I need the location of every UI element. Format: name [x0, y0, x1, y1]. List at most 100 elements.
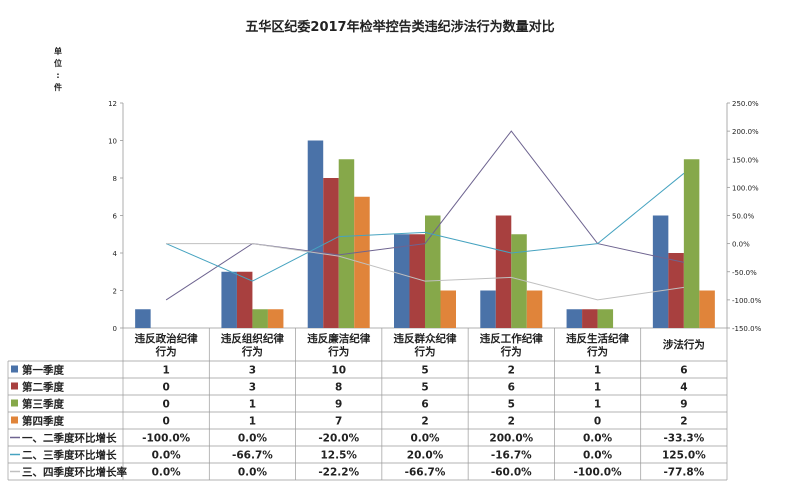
legend-entry: 三、四季度环比增长率	[22, 466, 127, 479]
data-table-cell: 5	[421, 365, 428, 377]
y-tick-label: 6	[113, 213, 118, 221]
legend-entry: 第三季度	[22, 398, 64, 411]
legend-key-第一季度	[11, 365, 18, 373]
category-label: 行为	[586, 345, 608, 358]
data-table-cell: 3	[249, 365, 256, 377]
y2-tick-label: -50.0%	[732, 269, 757, 277]
data-table-cell: 10	[331, 365, 346, 377]
category-label: 行为	[155, 345, 177, 358]
bar-第三季度	[511, 234, 527, 328]
y2-tick-label: 250.0%	[732, 100, 759, 108]
data-table-cell: 1	[162, 365, 169, 377]
y2-tick-label: 100.0%	[732, 184, 759, 192]
y-tick-label: 2	[113, 288, 117, 296]
category-label: 违反生活纪律	[566, 332, 629, 345]
data-table-cell: 8	[335, 382, 342, 394]
data-table-cell: 6	[680, 365, 687, 377]
bar-第二季度	[582, 309, 598, 328]
data-table-cell: 1	[594, 399, 601, 411]
y-axis-unit-label: 单位:件	[54, 47, 62, 92]
data-table-cell: 12.5%	[320, 450, 357, 462]
data-table-cell: 20.0%	[407, 450, 444, 462]
y2-tick-label: 0.0%	[732, 241, 750, 249]
data-table-cell: 0.0%	[583, 433, 613, 445]
data-table-cell: 2	[680, 416, 687, 428]
line-三、四季度环比增长率	[166, 243, 684, 301]
y-tick-label: 12	[108, 100, 117, 108]
legend-entry: 第一季度	[22, 364, 64, 377]
category-label: 违反群众纪律	[394, 332, 457, 345]
bar-第二季度	[495, 215, 512, 328]
bar-第一季度	[135, 309, 151, 328]
bar-第一季度	[307, 140, 324, 328]
data-table-cell: 0.0%	[152, 450, 182, 462]
bar-第四季度	[440, 290, 456, 328]
data-table-cell: 9	[680, 399, 687, 411]
category-label: 违反廉洁纪律	[307, 332, 370, 345]
data-table-cell: -33.3%	[663, 433, 704, 445]
legend-entry: 二、三季度环比增长	[22, 449, 117, 462]
data-table-cell: -20.0%	[318, 433, 359, 445]
legend-entry: 第二季度	[22, 381, 64, 394]
bar-第一季度	[652, 215, 669, 328]
bar-第四季度	[526, 290, 543, 328]
y2-tick-label: -100.0%	[732, 297, 762, 305]
category-label: 行为	[414, 345, 436, 358]
data-table-cell: -66.7%	[405, 467, 446, 479]
data-table-cell: 1	[594, 382, 601, 394]
data-table-cell: 1	[249, 399, 256, 411]
data-table-cell: 1	[594, 365, 601, 377]
y-tick-label: 4	[113, 250, 118, 258]
bar-第一季度	[394, 234, 410, 328]
data-table-cell: -16.7%	[491, 450, 532, 462]
data-table-cell: 9	[335, 399, 342, 411]
bar-第一季度	[480, 290, 496, 328]
category-label: 违反组织纪律	[221, 332, 284, 345]
category-label: 违反政治纪律	[135, 332, 198, 345]
data-table-cell: -60.0%	[491, 467, 532, 479]
bar-第三季度	[425, 215, 441, 328]
legend-entry: 一、二季度环比增长	[22, 432, 117, 445]
bar-第一季度	[221, 271, 237, 328]
data-table-cell: 0.0%	[238, 467, 268, 479]
bar-第二季度	[323, 178, 339, 328]
data-table-cell: -100.0%	[574, 467, 623, 479]
data-table-cell: 0	[162, 416, 169, 428]
data-table-cell: 6	[508, 382, 515, 394]
bar-第三季度	[683, 159, 700, 328]
bar-第三季度	[338, 159, 355, 328]
data-table-cell: -77.8%	[663, 467, 704, 479]
y2-tick-label: -150.0%	[732, 325, 762, 333]
data-table-cell: 2	[421, 416, 428, 428]
data-table-cell: 0.0%	[152, 467, 182, 479]
chart-title: 五华区纪委2017年检举控告类违纪涉法行为数量对比	[245, 20, 555, 35]
data-table-cell: 0	[162, 382, 169, 394]
legend-entry: 第四季度	[22, 415, 64, 428]
category-label: 行为	[241, 345, 263, 358]
bar-第二季度	[668, 253, 684, 328]
data-table-cell: 200.0%	[489, 433, 533, 445]
data-table-cell: 5	[508, 399, 515, 411]
legend-key-第四季度	[11, 416, 18, 424]
category-label: 涉法行为	[663, 338, 705, 351]
category-label: 违反工作纪律	[480, 332, 543, 345]
data-table-cell: 2	[508, 416, 515, 428]
bar-第三季度	[597, 309, 614, 328]
bar-第三季度	[252, 309, 268, 328]
data-table-cell: 3	[249, 382, 256, 394]
data-table-cell: 5	[421, 382, 428, 394]
data-table-cell: -66.7%	[232, 450, 273, 462]
bar-第四季度	[267, 309, 284, 328]
data-table-cell: 0	[162, 399, 169, 411]
data-table-cell: 0	[594, 416, 601, 428]
data-table-cell: 7	[335, 416, 342, 428]
data-table-cell: -100.0%	[142, 433, 191, 445]
bar-第一季度	[566, 309, 583, 328]
legend-key-第三季度	[11, 399, 18, 407]
category-label: 行为	[500, 345, 522, 358]
data-table-cell: 125.0%	[662, 450, 706, 462]
y-tick-label: 0	[113, 325, 117, 333]
bar-第二季度	[236, 271, 253, 328]
y2-tick-label: 150.0%	[732, 156, 759, 164]
